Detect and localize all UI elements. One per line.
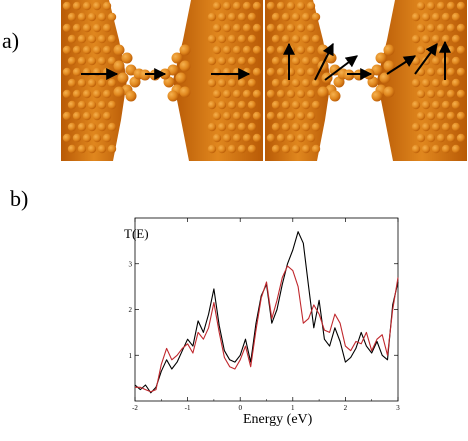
x-tick-label: 1	[291, 404, 295, 412]
chart-plot-area: -2 -1 0 1 2 3 1 2 3	[129, 217, 400, 412]
collinear-spin-render	[61, 0, 263, 161]
spin-arrow-icon	[414, 43, 438, 75]
y-axis-label: T(E)	[124, 226, 149, 241]
series-line-2	[135, 265, 399, 393]
y-tick-label: 2	[129, 306, 133, 314]
spin-arrow-icon	[314, 42, 334, 81]
spin-arrow-icon	[386, 55, 417, 75]
x-tick-label: 0	[238, 404, 242, 412]
spin-arrow-icon	[324, 55, 358, 81]
x-tick-label: -2	[132, 404, 138, 412]
y-tick-label: 1	[129, 352, 133, 360]
x-tick-label: 3	[396, 404, 400, 412]
x-tick-label: 2	[344, 404, 348, 412]
panel-b-label: b)	[10, 186, 29, 211]
x-tick-label: -1	[185, 404, 191, 412]
transmission-chart: T(E) -2 -1 0 1 2 3 1 2 3 Energy (eV)	[124, 208, 408, 438]
y-tick-label: 3	[129, 260, 133, 268]
x-axis-label: Energy (eV)	[243, 412, 313, 427]
series-line-1	[134, 231, 399, 394]
non-collinear-spin-render	[265, 0, 467, 161]
plot-frame	[134, 217, 399, 402]
panel-a-label: a)	[2, 28, 20, 53]
